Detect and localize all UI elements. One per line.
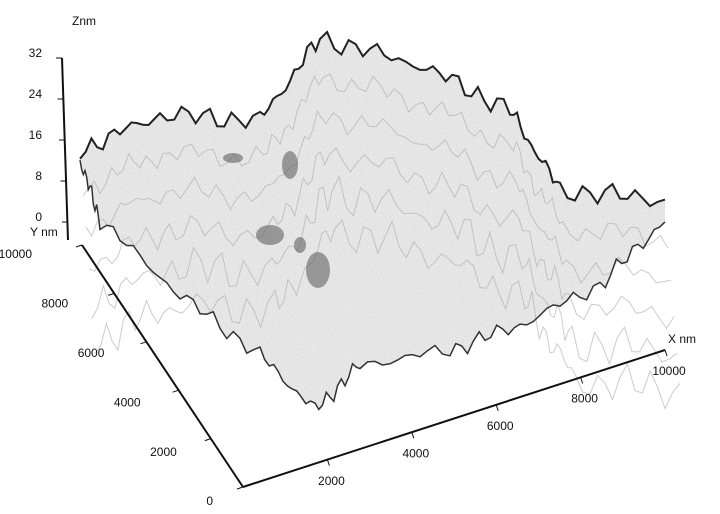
surface-ridge [88, 147, 675, 330]
x-axis [242, 349, 666, 488]
y-tick [75, 244, 83, 248]
x-tick-label: 6000 [487, 419, 514, 433]
x-tick-label: 2000 [318, 474, 345, 488]
z-tick-label: 32 [29, 46, 43, 60]
y-tick-label: 4000 [114, 395, 141, 409]
x-axis-label: X nm [668, 332, 696, 346]
y-tick [204, 438, 211, 442]
x-tick [580, 377, 584, 384]
surface-edge [79, 159, 666, 411]
z-axis-label: Znm [72, 14, 96, 28]
z-tick-label: 24 [29, 87, 43, 101]
x-tick-label: 10000 [652, 364, 686, 378]
y-axis-label: Y nm [30, 225, 58, 239]
surface-ridge [85, 109, 672, 285]
y-tick-label: 2000 [150, 445, 177, 459]
z-tick-label: 8 [35, 169, 42, 183]
x-tick-label: 8000 [571, 392, 598, 406]
surface-ridge [91, 175, 678, 366]
y-tick [172, 389, 179, 393]
y-tick-label: 0 [206, 494, 213, 508]
y-tick-label: 8000 [41, 297, 68, 311]
surface-shadow [256, 225, 284, 245]
surface-shadow [294, 237, 306, 253]
surface [79, 30, 681, 411]
y-tick [108, 292, 115, 296]
surface-texture [80, 32, 665, 410]
x-tick [411, 432, 415, 439]
surface-ridge [94, 218, 681, 411]
surface-shadow [223, 153, 243, 163]
z-axis [61, 57, 69, 241]
x-tick [495, 404, 499, 411]
z-tick-label: 16 [29, 128, 43, 142]
surface-shadow [282, 151, 298, 179]
y-tick-label: 10000 [0, 247, 32, 261]
z-tick-label: 0 [35, 210, 42, 224]
y-axis [81, 244, 244, 488]
y-tick [236, 486, 244, 490]
x-tick [664, 349, 668, 357]
surface-ridge [82, 73, 669, 249]
surface-edge [79, 30, 666, 208]
x-tick-label: 4000 [402, 446, 429, 460]
surface-shadow [306, 252, 330, 288]
x-tick [326, 459, 330, 466]
y-tick-label: 6000 [78, 346, 105, 360]
y-tick [140, 341, 147, 345]
